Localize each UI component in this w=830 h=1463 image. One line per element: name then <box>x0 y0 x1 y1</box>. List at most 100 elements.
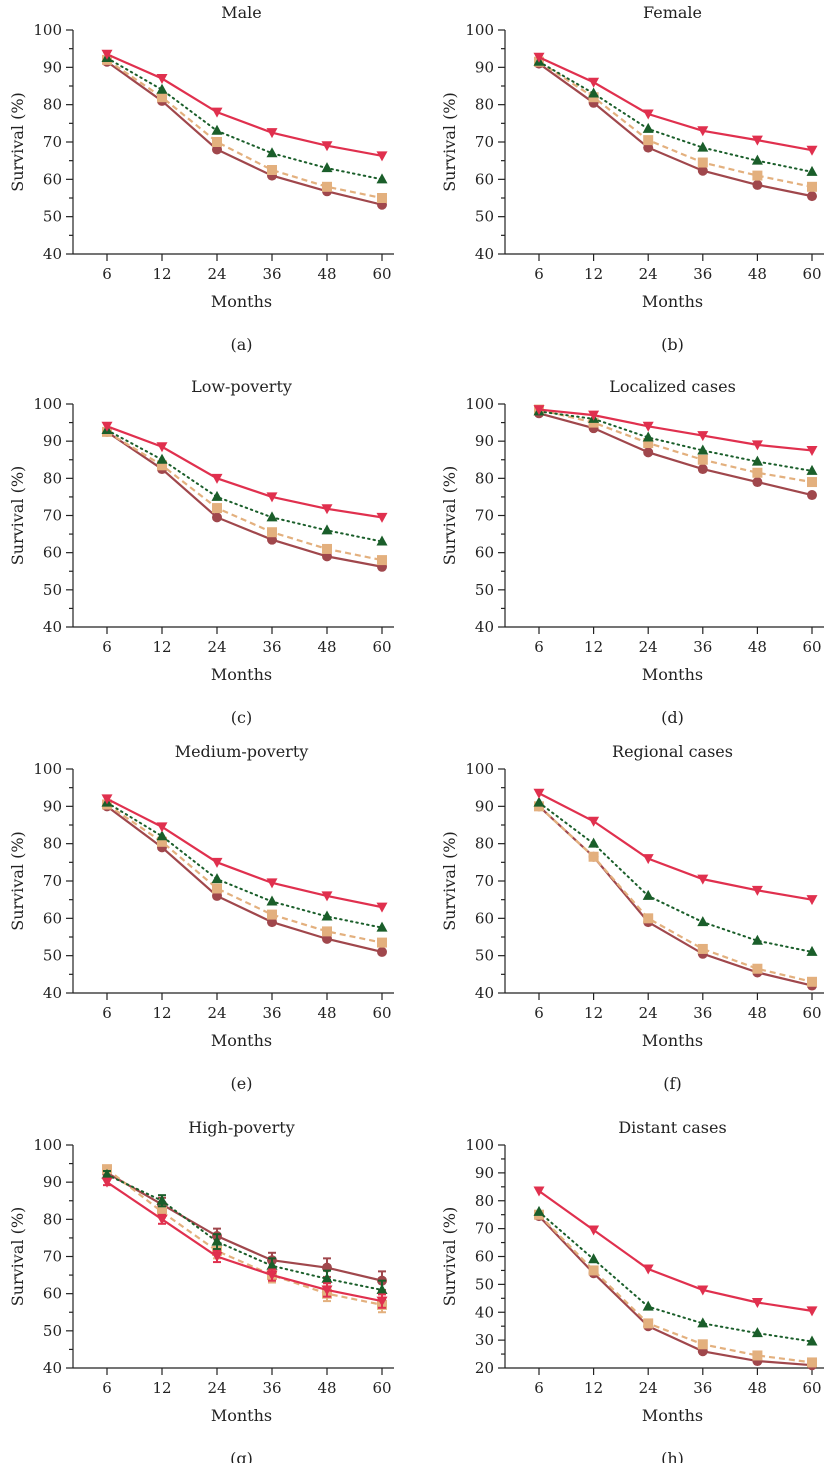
series-line-1 <box>538 56 813 152</box>
data-point <box>807 490 817 501</box>
data-point <box>806 1306 818 1317</box>
data-point <box>156 453 168 464</box>
data-point <box>752 467 763 478</box>
data-point <box>807 191 817 202</box>
x-tick-label: 60 <box>372 1004 391 1022</box>
data-point <box>321 504 333 515</box>
data-point <box>697 874 709 885</box>
data-point <box>322 181 332 192</box>
series-line-4 <box>106 60 383 206</box>
x-tick-label: 6 <box>102 1379 112 1397</box>
y-tick-label: 60 <box>475 544 494 562</box>
data-point <box>642 889 654 900</box>
series-line-4 <box>538 1215 813 1367</box>
y-tick-label: 100 <box>465 395 494 413</box>
data-point <box>212 883 222 894</box>
x-tick-label: 48 <box>748 1379 767 1397</box>
y-tick-label: 70 <box>475 872 494 890</box>
data-point <box>806 895 818 906</box>
y-tick-label: 80 <box>43 96 62 114</box>
y-tick-label: 60 <box>475 909 494 927</box>
data-point <box>697 916 709 927</box>
data-point <box>697 454 708 465</box>
data-point <box>376 512 388 523</box>
x-tick-label: 6 <box>534 1379 544 1397</box>
panel-caption: (c) <box>231 708 252 727</box>
x-axis-label: Months <box>642 292 703 311</box>
x-tick-label: 36 <box>693 638 712 656</box>
y-tick-label: 50 <box>475 208 494 226</box>
panel-caption: (d) <box>661 708 684 727</box>
data-point <box>588 410 600 421</box>
x-tick-label: 24 <box>639 1004 658 1022</box>
x-tick-label: 24 <box>207 265 226 283</box>
y-tick-label: 90 <box>43 432 62 450</box>
panel-f: 40 50 60 70 80 90 100 6 12 24 36 48 60 Months Survival… <box>440 742 824 1093</box>
series-line-1 <box>106 425 383 519</box>
data-point <box>807 976 817 987</box>
panel-title: Localized cases <box>609 377 736 396</box>
x-tick-label: 48 <box>748 265 767 283</box>
series-line-2 <box>538 801 813 953</box>
y-tick-label: 100 <box>33 760 62 778</box>
y-axis-label: Survival (%) <box>440 1207 459 1307</box>
series-line-1 <box>106 797 383 909</box>
data-point <box>101 794 113 805</box>
data-point <box>266 511 278 522</box>
data-point <box>156 442 168 453</box>
x-tick-label: 24 <box>207 1379 226 1397</box>
data-point <box>751 885 763 896</box>
x-tick-label: 24 <box>207 638 226 656</box>
x-tick-label: 36 <box>693 1004 712 1022</box>
data-point <box>377 193 387 203</box>
data-point <box>806 464 818 475</box>
data-point <box>376 151 388 162</box>
x-tick-label: 36 <box>262 1004 281 1022</box>
series-line-4 <box>106 805 383 954</box>
data-point <box>806 445 818 456</box>
data-point <box>211 873 223 884</box>
data-point <box>211 490 223 501</box>
data-point <box>697 1285 709 1296</box>
data-point <box>751 455 763 466</box>
y-tick-label: 60 <box>43 909 62 927</box>
data-point <box>267 165 277 175</box>
x-tick-label: 48 <box>317 638 336 656</box>
series-line-3 <box>538 60 813 188</box>
data-point <box>643 1318 654 1329</box>
data-point <box>156 83 168 94</box>
data-point <box>321 162 333 173</box>
x-axis-label: Months <box>642 1031 703 1050</box>
x-tick-label: 36 <box>262 1379 281 1397</box>
data-point <box>588 1265 599 1276</box>
panel-caption: (f) <box>663 1074 681 1093</box>
data-point <box>321 1272 333 1283</box>
y-tick-label: 30 <box>475 1331 494 1349</box>
data-point <box>752 170 763 181</box>
data-point <box>752 477 763 488</box>
data-point <box>101 49 113 60</box>
data-point <box>588 87 600 98</box>
y-tick-label: 70 <box>43 872 62 890</box>
data-point <box>212 137 222 147</box>
data-point <box>642 1264 654 1275</box>
series-line-2 <box>538 410 813 472</box>
data-point <box>156 830 168 841</box>
y-tick-label: 40 <box>475 618 494 636</box>
data-point <box>211 107 223 118</box>
x-tick-label: 24 <box>639 638 658 656</box>
panel-title: Female <box>643 3 702 22</box>
data-point <box>322 543 332 554</box>
data-point <box>588 77 600 88</box>
data-point <box>697 444 709 455</box>
y-tick-label: 20 <box>475 1359 494 1377</box>
x-tick-label: 12 <box>152 638 171 656</box>
panel-caption: (h) <box>661 1449 684 1463</box>
data-point <box>642 1300 654 1311</box>
data-point <box>588 1225 600 1236</box>
data-point <box>376 1296 388 1307</box>
data-point <box>376 535 388 546</box>
panel-title: Male <box>221 3 262 22</box>
data-point <box>807 1357 817 1368</box>
